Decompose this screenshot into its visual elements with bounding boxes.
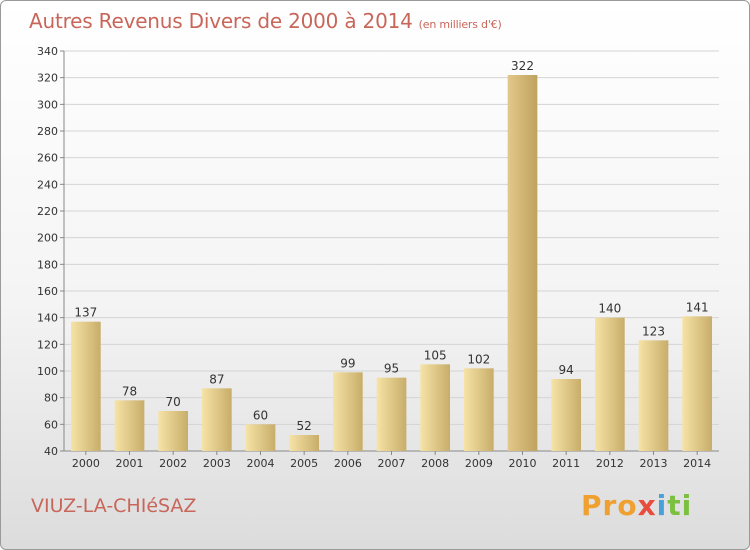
x-tick-label: 2004 xyxy=(247,457,275,470)
bar xyxy=(332,372,363,451)
data-label: 87 xyxy=(209,372,224,386)
bar xyxy=(201,388,232,451)
chart-title-text: Autres Revenus Divers de 2000 à 2014 xyxy=(29,9,413,33)
x-tick-label: 2006 xyxy=(334,457,362,470)
y-tick-label: 240 xyxy=(37,178,58,191)
data-label: 123 xyxy=(642,324,665,338)
bar xyxy=(594,317,625,451)
data-label: 137 xyxy=(74,306,97,320)
y-tick-label: 220 xyxy=(37,205,58,218)
y-tick-label: 100 xyxy=(37,365,58,378)
logo-part-3: i xyxy=(656,489,668,522)
data-label: 94 xyxy=(559,363,574,377)
data-label: 99 xyxy=(340,356,355,370)
bar xyxy=(289,435,320,451)
data-label: 105 xyxy=(424,348,447,362)
bar xyxy=(70,321,101,451)
x-tick-label: 2013 xyxy=(640,457,668,470)
data-label: 322 xyxy=(511,59,534,73)
y-tick-label: 320 xyxy=(37,72,58,85)
data-label: 140 xyxy=(598,302,621,316)
x-tick-label: 2008 xyxy=(421,457,449,470)
y-tick-label: 60 xyxy=(44,418,58,431)
bar xyxy=(376,377,407,451)
bar xyxy=(114,400,145,451)
data-label: 70 xyxy=(166,395,181,409)
x-tick-label: 2001 xyxy=(116,457,144,470)
chart-unit: (en milliers d'€) xyxy=(418,18,502,31)
bar xyxy=(158,411,189,451)
x-tick-label: 2005 xyxy=(290,457,318,470)
data-label: 78 xyxy=(122,384,137,398)
data-label: 60 xyxy=(253,408,268,422)
y-tick-label: 80 xyxy=(44,392,58,405)
bar xyxy=(245,424,276,451)
x-tick-label: 2000 xyxy=(72,457,100,470)
bar xyxy=(420,364,451,451)
x-tick-label: 2011 xyxy=(552,457,580,470)
bar xyxy=(551,379,582,451)
x-tick-label: 2010 xyxy=(509,457,537,470)
bar xyxy=(463,368,494,451)
y-tick-label: 260 xyxy=(37,152,58,165)
y-tick-label: 40 xyxy=(44,445,58,458)
logo-part-1: Pro xyxy=(581,489,638,522)
y-tick-label: 140 xyxy=(37,312,58,325)
bar xyxy=(507,75,538,451)
y-tick-label: 200 xyxy=(37,232,58,245)
y-tick-label: 180 xyxy=(37,258,58,271)
y-tick-label: 160 xyxy=(37,285,58,298)
x-tick-label: 2014 xyxy=(683,457,711,470)
data-label: 141 xyxy=(686,300,709,314)
bar xyxy=(638,340,669,451)
chart-title: Autres Revenus Divers de 2000 à 2014 (en … xyxy=(29,9,502,33)
data-label: 95 xyxy=(384,362,399,376)
logo-part-2: x xyxy=(637,489,657,522)
x-tick-label: 2003 xyxy=(203,457,231,470)
x-tick-label: 2012 xyxy=(596,457,624,470)
y-tick-label: 340 xyxy=(37,45,58,58)
data-label: 102 xyxy=(467,352,490,366)
logo-part-4: ti xyxy=(667,489,693,522)
bars xyxy=(70,75,713,451)
bar xyxy=(682,316,713,451)
x-tick-label: 2007 xyxy=(378,457,406,470)
y-tick-label: 120 xyxy=(37,338,58,351)
proxiti-logo[interactable]: Proxiti xyxy=(581,489,692,522)
data-label: 52 xyxy=(297,419,312,433)
y-tick-label: 300 xyxy=(37,98,58,111)
labels: 137 78 70 87 60 52 99 95 105 102 322 94 140 123 141 xyxy=(74,59,708,433)
x-tick-label: 2002 xyxy=(159,457,187,470)
x-tick-label: 2009 xyxy=(465,457,493,470)
y-tick-label: 280 xyxy=(37,125,58,138)
commune-name: VIUZ-LA-CHIéSAZ xyxy=(31,495,197,517)
